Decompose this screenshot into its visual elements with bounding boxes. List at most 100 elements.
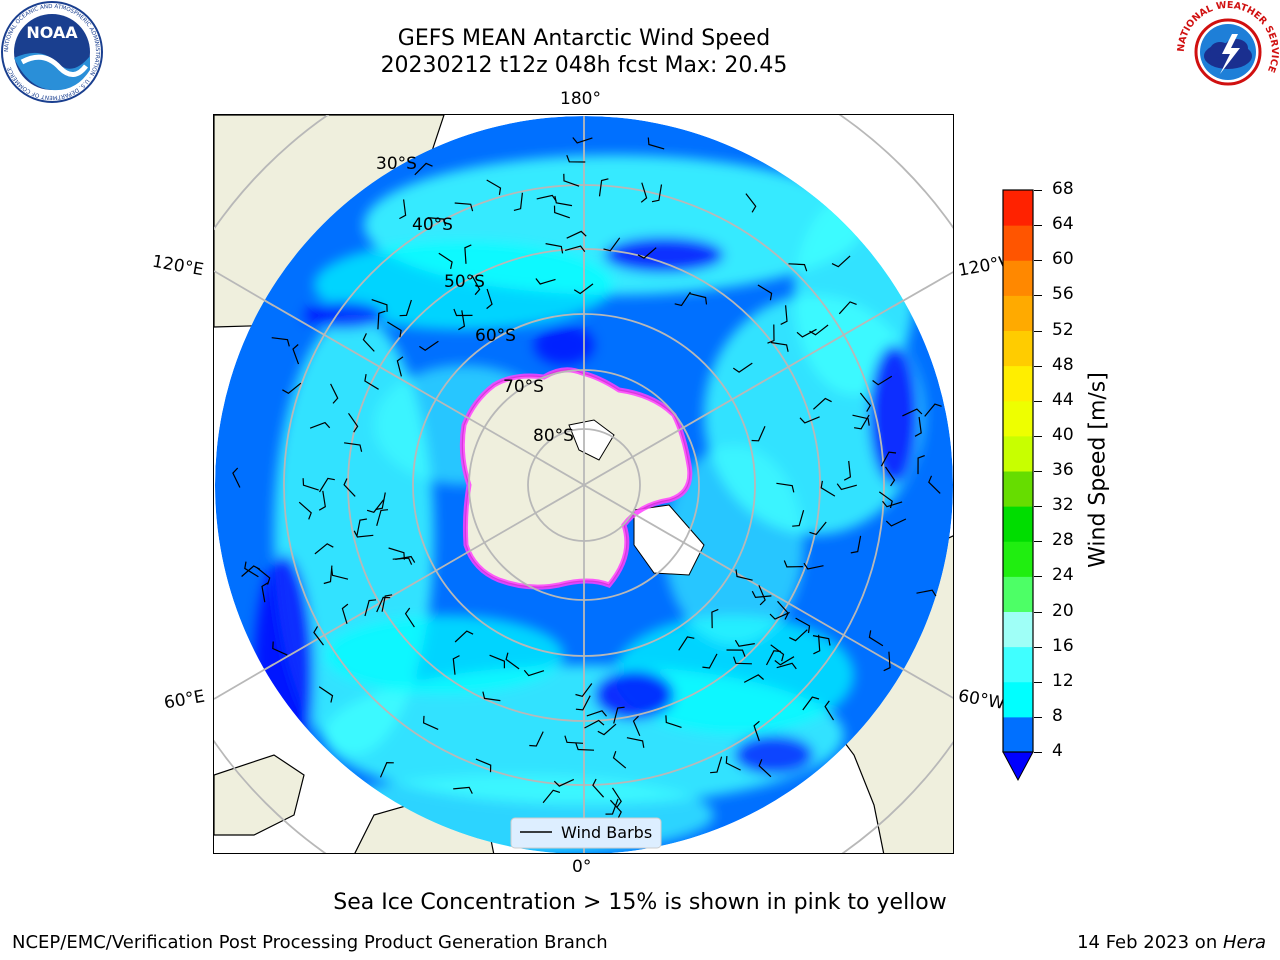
wind-barb <box>792 510 805 527</box>
map-legend: Wind Barbs <box>510 817 662 849</box>
wind-barb <box>809 521 827 536</box>
colorbar-segment <box>1003 646 1033 683</box>
wind-barb <box>566 230 587 239</box>
wind-barb <box>261 582 269 603</box>
wind-barb <box>882 500 903 508</box>
colorbar-tick-label: 36 <box>1052 460 1074 480</box>
wind-barb <box>542 789 561 804</box>
colorbar-tick-label: 28 <box>1052 530 1074 551</box>
wind-barb <box>513 192 523 211</box>
wind-barb <box>377 310 386 330</box>
colorbar-tick-label: 20 <box>1052 600 1074 621</box>
colorbar-segment <box>1003 471 1033 507</box>
wind-barb <box>464 244 472 264</box>
wind-barb <box>505 652 520 670</box>
colorbar-label: Wind Speed [m/s] <box>1085 372 1111 568</box>
colorbar-tick-label: 44 <box>1052 389 1074 410</box>
wind-barb <box>244 561 259 578</box>
colorbar-tick-mark <box>1034 295 1042 297</box>
wind-barb <box>831 255 851 268</box>
wind-barb <box>376 596 391 613</box>
wind-barb <box>575 695 591 711</box>
wind-barb <box>309 421 331 429</box>
wind-barb <box>452 655 460 675</box>
wind-barb <box>637 247 657 259</box>
wind-barb <box>674 291 691 307</box>
wind-barb <box>916 589 937 597</box>
wind-barb <box>598 178 609 197</box>
wind-barb <box>854 414 870 430</box>
wind-barb <box>272 641 288 656</box>
colorbar-tick-label: 24 <box>1052 565 1074 586</box>
wind-barb <box>902 408 923 417</box>
wind-barb <box>584 719 605 729</box>
wind-barb <box>767 324 775 344</box>
wind-barb <box>710 756 723 774</box>
wind-barb <box>453 308 473 317</box>
colorbar-outline <box>1002 189 1034 753</box>
wind-barb <box>611 787 622 808</box>
wind-barb <box>387 321 402 338</box>
wind-barb <box>914 416 922 437</box>
wind-barb <box>647 137 665 150</box>
colorbar-segment <box>1003 190 1033 226</box>
wind-barb <box>885 466 896 487</box>
wind-barb <box>371 299 388 312</box>
colorbar-tick-mark <box>1034 471 1042 472</box>
wind-barb <box>609 799 622 819</box>
wind-barb <box>362 333 375 352</box>
colorbar-segment <box>1003 716 1033 753</box>
colorbar-tick-label: 8 <box>1052 705 1063 726</box>
wind-barb <box>318 686 334 703</box>
colorbar-tick-mark <box>1034 576 1042 578</box>
wind-barb <box>298 501 312 520</box>
colorbar-tick-mark <box>1034 225 1042 227</box>
wind-barb <box>802 696 820 711</box>
wind-barb <box>375 492 386 511</box>
lat-labels: 30°S 40°S 50°S 60°S 70°S 80°S <box>376 154 574 446</box>
wind-barb <box>366 499 385 513</box>
wind-barb <box>536 194 557 202</box>
wind-barb <box>486 288 493 310</box>
wind-barb <box>575 742 595 751</box>
wind-barb <box>603 237 621 252</box>
antarctica <box>459 367 705 590</box>
wind-barb <box>632 715 641 737</box>
wind-barb <box>799 416 820 424</box>
credit-text: NCEP/EMC/Verification Post Processing Pr… <box>12 932 608 953</box>
colorbar-tick-label: 56 <box>1052 284 1074 305</box>
wind-barb <box>726 649 746 657</box>
wind-barb <box>529 731 544 747</box>
wind-barb <box>733 656 752 665</box>
wind-barb <box>725 756 741 771</box>
wind-barb <box>796 328 817 338</box>
wind-barb <box>575 683 593 697</box>
wind-barb <box>776 662 797 670</box>
lat-label: 80°S <box>533 426 574 446</box>
colorbar-tick-label: 32 <box>1052 495 1074 516</box>
legend-label: Wind Barbs <box>561 823 652 842</box>
wind-barb <box>422 715 439 730</box>
wind-barb <box>399 299 412 317</box>
colorbar-tick-label: 52 <box>1052 319 1074 340</box>
wind-barb <box>689 293 708 305</box>
lon-label-60w: 60°W <box>956 686 1007 714</box>
wind-barb <box>665 715 682 728</box>
wind-barb <box>489 654 505 669</box>
wind-barb <box>678 636 695 651</box>
wind-barb <box>640 182 648 203</box>
wind-barb <box>753 720 760 742</box>
chart-title: GEFS MEAN Antarctic Wind Speed <box>397 26 771 51</box>
wind-barb <box>318 477 335 493</box>
wind-barb <box>592 778 605 798</box>
colorbar-tick-label: 60 <box>1052 249 1074 270</box>
wind-barb <box>427 217 447 226</box>
wind-barb <box>702 653 718 669</box>
wind-barb <box>486 179 502 195</box>
colorbar-segment <box>1003 541 1033 577</box>
wind-barb <box>745 193 757 213</box>
wind-barb <box>356 518 368 537</box>
sea-ice-edge <box>459 367 693 590</box>
wind-barb <box>880 451 897 467</box>
lon-label-0: 0° <box>572 857 592 877</box>
